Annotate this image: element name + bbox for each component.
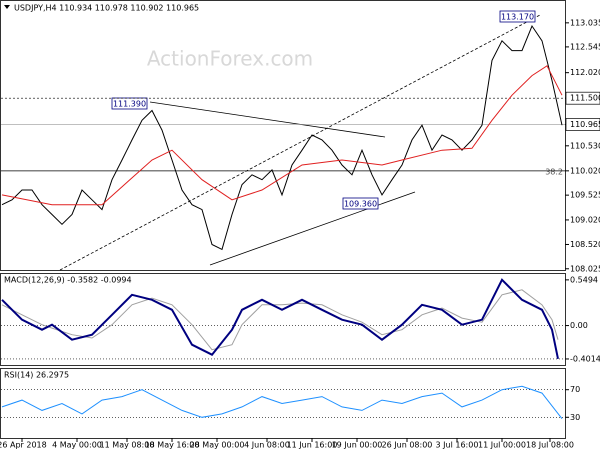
trendline [149,101,386,138]
x-tick-label: 4 Jun 08:00 [244,441,290,450]
annotation: 109.360 [344,200,377,209]
y-tick-label: 70 [570,385,580,394]
y-tick-label: 109.020 [570,215,600,224]
x-tick-label: 26 Jun 08:00 [382,441,433,450]
annotation: 113.170 [501,13,534,22]
series-line [1,24,563,251]
series-line [1,278,559,360]
watermark: ActionForex.com [147,47,313,71]
channel-line [59,14,541,271]
y-tick-label: -0.4014 [570,354,600,363]
y-tick-label: 110.020 [570,166,600,175]
fib-label: 38.2 [545,168,563,177]
x-tick-label: 3 Jul 16:00 [436,441,479,450]
y-tick-label: 110.530 [570,141,600,150]
y-tick-label: 0.00 [570,321,588,330]
x-tick-label: 11 May 08:00 [100,441,155,450]
rsi-title: RSI(14) 26.2975 [4,371,69,380]
price-box [565,118,600,131]
label-box [499,10,536,23]
x-tick-label: 19 Jun 00:00 [332,441,383,450]
dropdown-icon [4,5,10,9]
x-tick-label: 28 May 00:00 [190,441,245,450]
trendline [209,191,416,266]
annotation: 111.390 [113,100,146,109]
y-tick-label: 108.520 [570,240,600,249]
x-tick-label: 18 May 16:00 [145,441,200,450]
macd-panel [0,273,566,366]
series-line [1,65,563,206]
y-tick-label: 112.020 [570,68,600,77]
price-panel [0,0,566,271]
x-tick-label: 11 Jul 00:00 [478,441,526,450]
x-tick-label: 4 May 00:00 [52,441,102,450]
y-tick-label: 109.525 [570,191,600,200]
price-box [565,91,600,105]
x-tick-label: 26 Apr 2018 [0,441,47,450]
series-line [1,289,559,351]
y-tick-label: 30 [570,413,580,422]
y-tick-label: 112.545 [570,42,600,51]
x-tick-label: 11 Jun 16:00 [287,441,338,450]
y-tick-label: 110.965 [570,120,600,129]
y-tick-label: 0.5494 [570,275,598,284]
macd-title: MACD(12,26,9) -0.3582 -0.0994 [4,276,132,285]
y-tick-label: 108.025 [570,264,600,273]
header: USDJPY,H4 110.934 110.978 110.902 110.96… [14,4,199,13]
label-box [342,197,379,210]
x-tick-label: 18 Jul 08:00 [526,441,574,450]
rsi-panel [0,368,566,439]
series-line [1,385,563,420]
y-tick-label: 113.035 [570,18,600,27]
y-tick-label: 111.500 [570,94,600,103]
